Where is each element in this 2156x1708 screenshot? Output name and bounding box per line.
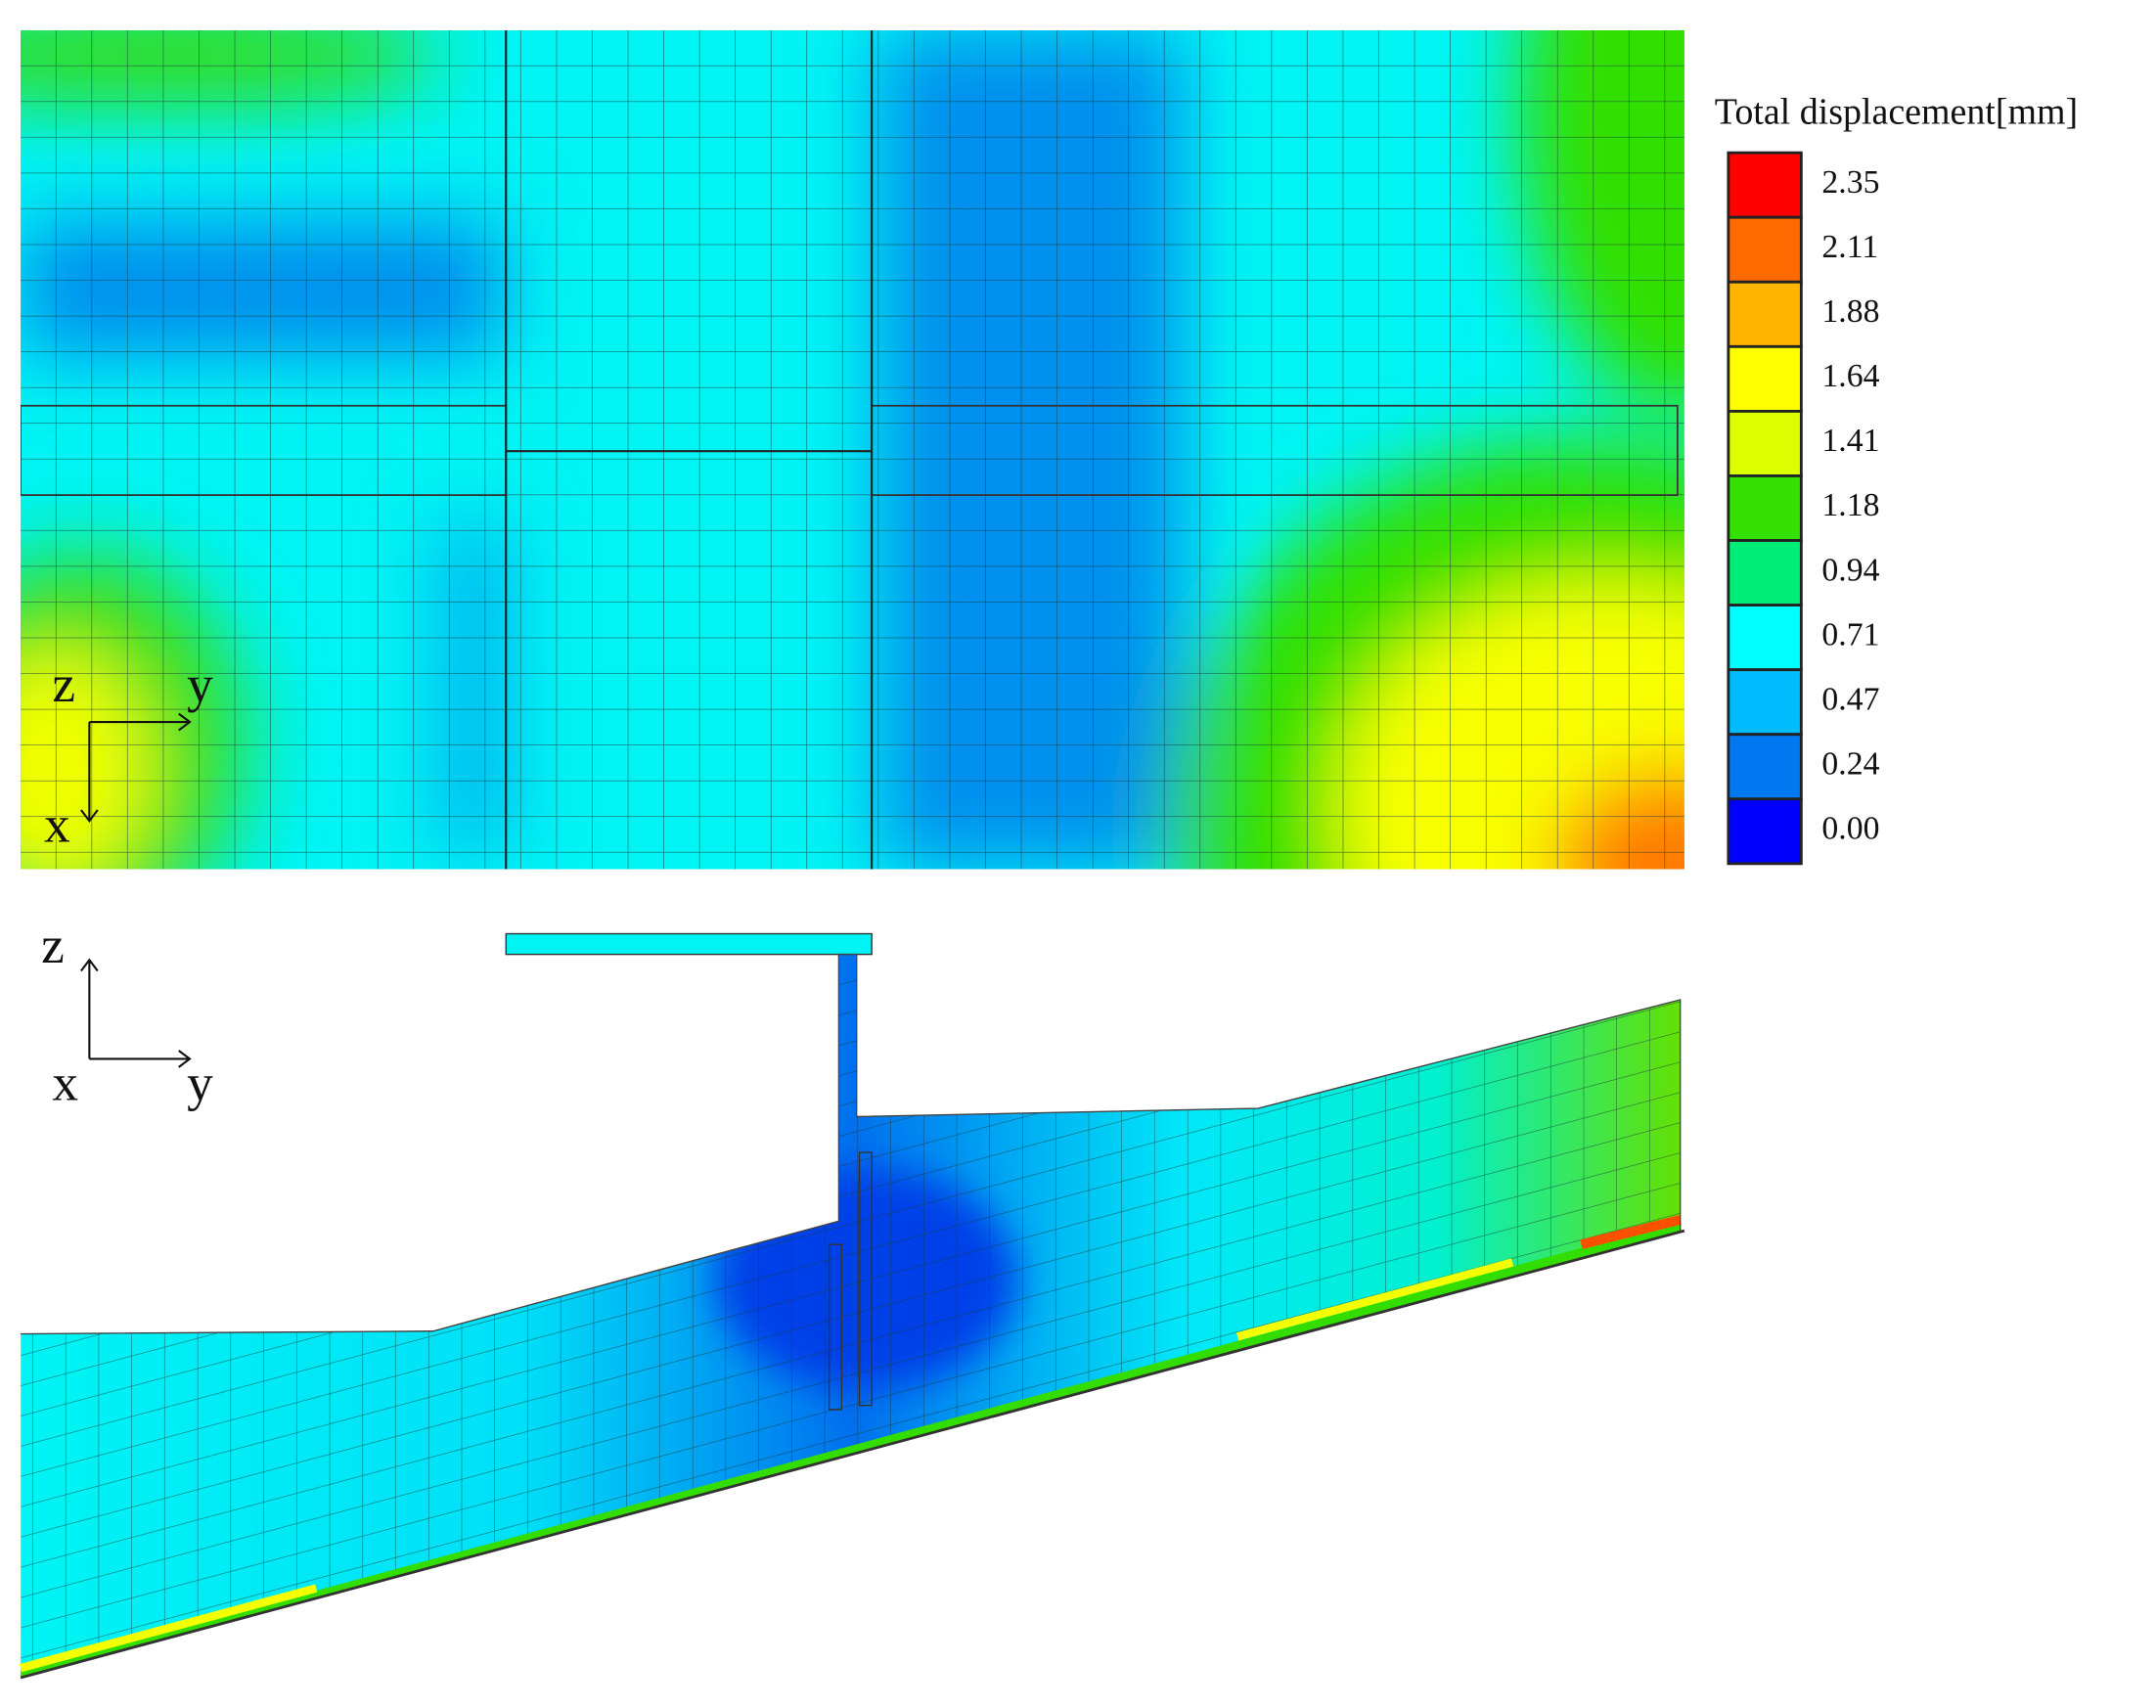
legend-swatch bbox=[1727, 151, 1803, 219]
legend-label: 1.41 bbox=[1821, 423, 1879, 459]
legend-label: 0.71 bbox=[1821, 616, 1879, 652]
axis-label: y bbox=[187, 654, 213, 713]
axis-label: z bbox=[41, 916, 65, 974]
legend-swatch bbox=[1727, 215, 1803, 284]
axis-label: x bbox=[52, 1054, 78, 1112]
side-triad bbox=[80, 958, 192, 1068]
legend-swatch bbox=[1727, 733, 1803, 801]
legend-label: 1.88 bbox=[1821, 293, 1879, 330]
legend-swatch bbox=[1727, 344, 1803, 413]
legend-swatch bbox=[1727, 474, 1803, 542]
legend-swatch bbox=[1727, 280, 1803, 348]
legend-label: 0.94 bbox=[1821, 552, 1879, 588]
legend-label: 0.00 bbox=[1821, 811, 1879, 847]
legend-label: 0.47 bbox=[1821, 681, 1879, 717]
legend-label: 1.64 bbox=[1821, 358, 1879, 394]
legend-swatch bbox=[1727, 539, 1803, 607]
axis-label: z bbox=[52, 654, 75, 713]
top-triad bbox=[80, 712, 192, 824]
legend-label: 2.11 bbox=[1821, 229, 1878, 265]
legend-swatch bbox=[1727, 668, 1803, 737]
axis-label: y bbox=[187, 1054, 213, 1112]
legend-swatch bbox=[1727, 409, 1803, 477]
legend: Total displacement[mm] 2.35 2.11 1.88 1.64 1… bbox=[1715, 92, 2078, 866]
side-view bbox=[19, 932, 1685, 1680]
legend-swatch bbox=[1727, 797, 1803, 866]
legend-label: 2.35 bbox=[1821, 164, 1879, 201]
legend-swatch bbox=[1727, 604, 1803, 672]
top-view bbox=[21, 30, 1684, 870]
axis-label: x bbox=[44, 794, 70, 853]
legend-label: 1.18 bbox=[1821, 487, 1879, 523]
legend-label: 0.24 bbox=[1821, 745, 1879, 782]
legend-title: Total displacement[mm] bbox=[1715, 92, 2078, 133]
